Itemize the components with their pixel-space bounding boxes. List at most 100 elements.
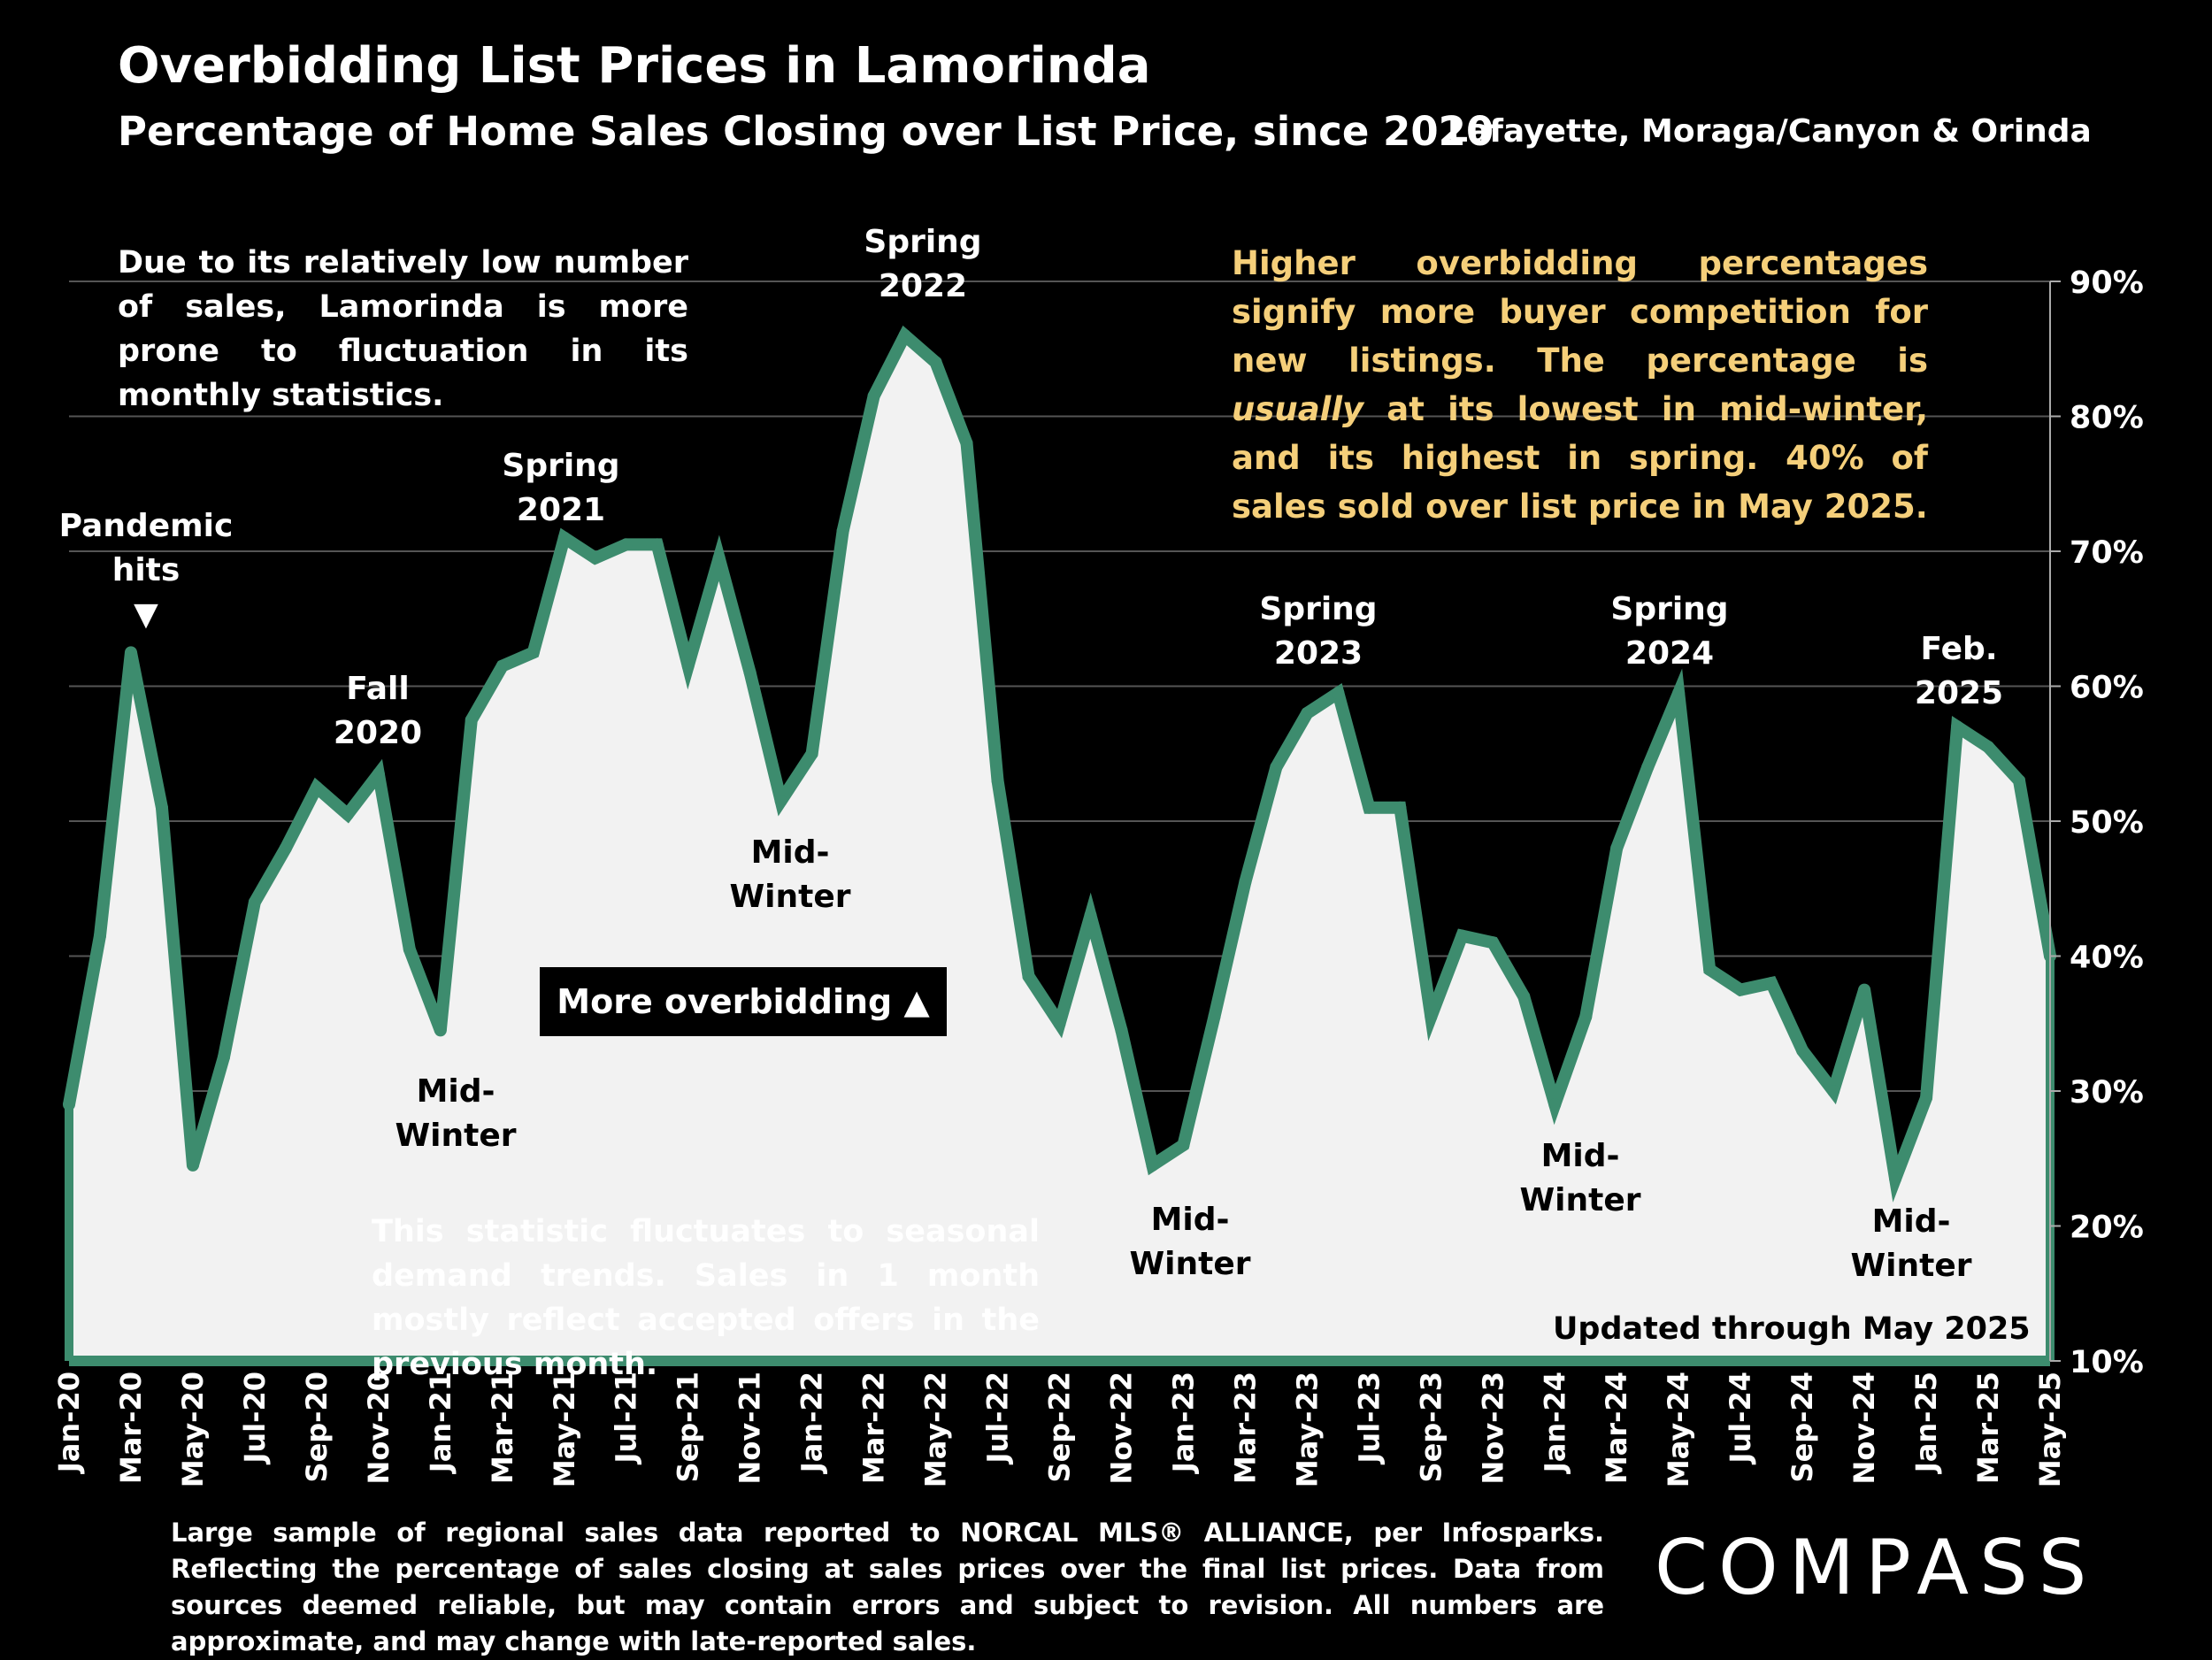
note-right-part2: at its lowest in mid-winter, and its hig…	[1232, 390, 1928, 526]
annotation-label: Feb. 2025	[1915, 631, 2003, 711]
data-point	[341, 808, 354, 821]
x-tick-label: Jul-21	[610, 1372, 643, 1464]
x-tick-label: May-24	[1662, 1372, 1695, 1487]
data-point	[526, 646, 540, 659]
x-tick-label: May-23	[1290, 1372, 1324, 1487]
note-right-part1: Higher overbidding percentages signify m…	[1232, 244, 1928, 380]
updated-through-label: Updated through May 2025	[1553, 1311, 2031, 1347]
data-point	[1734, 983, 1747, 996]
data-point	[310, 780, 323, 794]
data-point	[557, 531, 571, 544]
data-point	[2013, 774, 2026, 788]
data-point	[1053, 1017, 1066, 1030]
data-point	[495, 659, 509, 672]
data-point	[1858, 983, 1871, 996]
source-footnote: Large sample of regional sales data repo…	[171, 1518, 1604, 1656]
data-point	[372, 767, 385, 780]
annotation-label: Pandemic hits ▼	[59, 508, 234, 633]
x-tick-label: Jul-24	[1724, 1372, 1757, 1464]
data-point	[1022, 970, 1035, 983]
y-tick-label: 30%	[2070, 1075, 2144, 1111]
x-tick-label: Jan-21	[424, 1372, 457, 1474]
data-point	[743, 666, 757, 680]
data-point	[1796, 1044, 1809, 1057]
x-tick-label: May-25	[2033, 1372, 2067, 1487]
data-point	[1982, 741, 1995, 754]
y-tick-label: 90%	[2070, 265, 2144, 301]
data-point	[465, 713, 478, 726]
data-point	[186, 1158, 199, 1172]
data-point	[929, 356, 942, 369]
x-tick-label: Nov-22	[1104, 1372, 1138, 1484]
annotation-label: Mid-Winter	[1129, 1202, 1250, 1282]
x-tick-label: Mar-20	[114, 1372, 148, 1484]
data-point	[1827, 1085, 1840, 1097]
x-tick-label: Mar-21	[486, 1372, 519, 1484]
note-seasonal-demand: This statistic fluctuates to seasonal de…	[372, 1214, 1040, 1382]
data-point	[1084, 909, 1097, 922]
x-tick-label: Jan-25	[1909, 1372, 1943, 1474]
more-overbidding-label: More overbidding ▲	[540, 967, 947, 1036]
x-tick-label: Sep-22	[1043, 1372, 1077, 1482]
x-tick-label: May-21	[548, 1372, 581, 1487]
data-point	[681, 659, 695, 672]
data-point	[650, 538, 664, 551]
data-point	[403, 942, 416, 956]
data-point	[1641, 761, 1655, 773]
data-point	[1239, 875, 1252, 888]
annotation-label: Mid-Winter	[395, 1073, 516, 1154]
data-point	[1610, 842, 1624, 855]
data-point	[1951, 720, 1964, 734]
x-tick-label: Mar-22	[857, 1372, 891, 1484]
x-tick-label: Nov-21	[733, 1372, 767, 1484]
data-point	[155, 801, 168, 814]
data-point	[1394, 801, 1407, 814]
x-tick-label: Nov-20	[362, 1372, 396, 1484]
y-tick-label: 80%	[2070, 401, 2144, 436]
data-point	[1703, 963, 1717, 976]
annotation-label: Fall 2020	[334, 671, 422, 751]
note-low-sales: Due to its relatively low number of sale…	[118, 245, 688, 413]
y-tick-label: 40%	[2070, 941, 2144, 976]
x-tick-label: Sep-24	[1786, 1372, 1819, 1482]
note-higher-overbidding: Higher overbidding percentages signify m…	[1232, 239, 1928, 531]
x-tick-label: May-22	[919, 1372, 953, 1487]
annotation-label: Spring 2021	[502, 448, 619, 528]
x-tick-label: Jan-20	[52, 1372, 86, 1474]
x-tick-label: May-20	[176, 1372, 210, 1487]
x-tick-label: Nov-23	[1476, 1372, 1509, 1484]
compass-logo: COMPASS	[1655, 1524, 2098, 1612]
region-label: Lafayette, Moraga/Canyon & Orinda	[1448, 113, 2092, 150]
chart-subtitle: Percentage of Home Sales Closing over Li…	[118, 108, 1494, 155]
x-tick-label: Sep-20	[300, 1372, 334, 1482]
chart-title: Overbidding List Prices in Lamorinda	[118, 37, 1151, 95]
data-point	[1177, 1139, 1190, 1151]
data-point	[1115, 1024, 1128, 1037]
x-tick-label: Sep-23	[1414, 1372, 1448, 1482]
data-point	[1332, 687, 1345, 700]
data-point	[712, 551, 726, 565]
data-point	[124, 646, 137, 659]
x-tick-label: Jan-23	[1166, 1372, 1200, 1474]
data-point	[279, 842, 292, 855]
data-point	[1146, 1158, 1159, 1172]
data-point	[1920, 1091, 1933, 1104]
annotation-label: Mid-Winter	[1850, 1203, 1971, 1284]
data-point	[588, 551, 602, 565]
data-point	[1363, 801, 1376, 814]
x-tick-label: Jul-22	[981, 1372, 1015, 1464]
data-point	[1270, 761, 1283, 773]
x-tick-label: Sep-21	[672, 1372, 705, 1482]
data-point	[619, 538, 633, 551]
y-tick-label: 70%	[2070, 535, 2144, 571]
annotation-label: Mid-Winter	[1519, 1138, 1640, 1218]
annotation-label: Spring 2023	[1259, 591, 1377, 672]
x-tick-label: Nov-24	[1847, 1372, 1881, 1484]
data-point	[1672, 687, 1686, 700]
data-point	[1579, 1011, 1593, 1024]
x-tick-label: Jan-24	[1538, 1372, 1571, 1474]
data-point	[434, 1024, 447, 1037]
data-point	[1517, 990, 1531, 1003]
data-point	[1425, 1011, 1438, 1024]
